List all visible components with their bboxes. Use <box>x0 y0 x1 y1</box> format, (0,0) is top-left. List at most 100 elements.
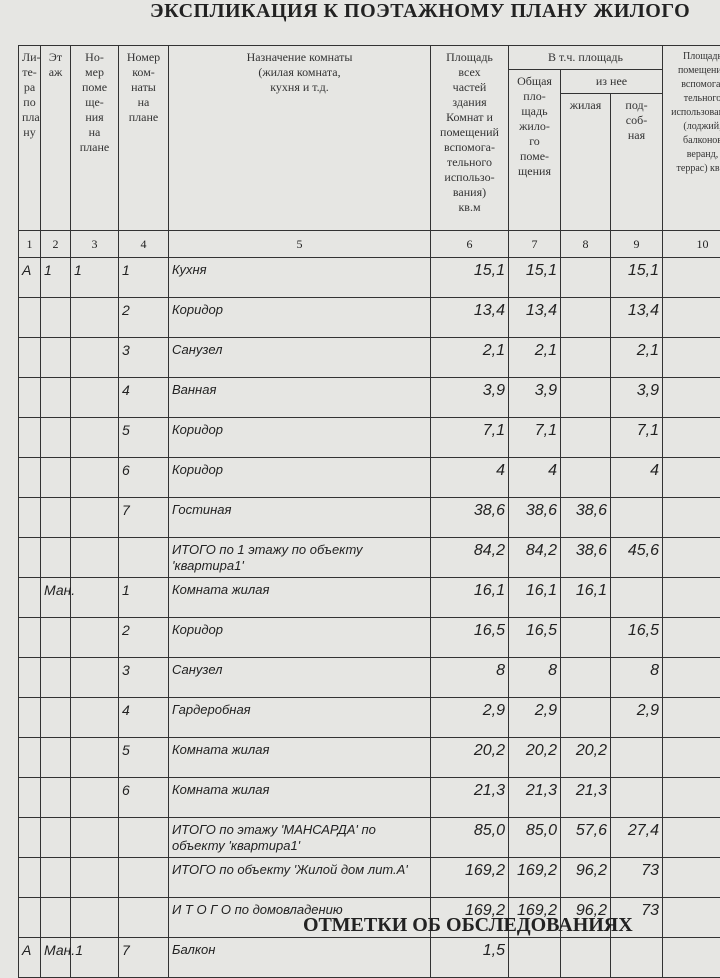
table-cell: 1 <box>119 258 169 298</box>
table-cell: 27,4 <box>611 818 663 858</box>
table-cell <box>41 658 71 698</box>
table-cell: 5 <box>119 418 169 458</box>
table-cell <box>663 378 720 418</box>
table-cell: 4 <box>119 378 169 418</box>
table-cell: 169,2 <box>509 858 561 898</box>
column-header: жилая <box>561 94 611 231</box>
table-cell: 8 <box>431 658 509 698</box>
table-cell <box>19 898 41 938</box>
table-cell: Санузел <box>169 658 431 698</box>
table-cell <box>119 858 169 898</box>
column-header: Номер ком- наты на плане <box>119 46 169 231</box>
table-cell: А <box>19 938 41 978</box>
table-cell <box>561 698 611 738</box>
table-cell <box>611 578 663 618</box>
table-cell: 16,5 <box>431 618 509 658</box>
table-cell: Коридор <box>169 418 431 458</box>
table-cell <box>71 498 119 538</box>
table-cell <box>561 338 611 378</box>
table-cell: ИТОГО по 1 этажу по объекту 'квартира1' <box>169 538 431 578</box>
table-cell <box>41 338 71 378</box>
table-cell <box>19 538 41 578</box>
table-cell <box>41 738 71 778</box>
table-cell <box>561 258 611 298</box>
table-cell <box>119 538 169 578</box>
table-cell: ИТОГО по этажу 'МАНСАРДА' по объекту 'кв… <box>169 818 431 858</box>
table-cell: 16,1 <box>561 578 611 618</box>
table-cell: 85,0 <box>431 818 509 858</box>
table-cell: Ванная <box>169 378 431 418</box>
table-cell: 5 <box>119 738 169 778</box>
table-cell <box>71 738 119 778</box>
table-cell: 4 <box>509 458 561 498</box>
table-cell: 96,2 <box>561 858 611 898</box>
table-cell <box>19 578 41 618</box>
table-cell: 2,9 <box>431 698 509 738</box>
table-cell <box>71 698 119 738</box>
table-cell: 16,1 <box>431 578 509 618</box>
table-cell: 45,6 <box>611 538 663 578</box>
column-number: 1 <box>19 231 41 258</box>
table-cell <box>19 658 41 698</box>
table-cell: 3,9 <box>611 378 663 418</box>
table-cell: Санузел <box>169 338 431 378</box>
table-cell <box>71 858 119 898</box>
table-cell: 21,3 <box>561 778 611 818</box>
table-cell <box>19 698 41 738</box>
table-cell: 1 <box>71 258 119 298</box>
table-cell: ИТОГО по объекту 'Жилой дом лит.А' <box>169 858 431 898</box>
table-cell <box>561 418 611 458</box>
footer-title: ОТМЕТКИ ОБ ОБСЛЕДОВАНИЯХ <box>303 914 633 937</box>
table-cell <box>663 418 720 458</box>
table-cell <box>19 458 41 498</box>
table-cell <box>71 298 119 338</box>
table-cell <box>19 338 41 378</box>
table-cell <box>663 458 720 498</box>
table-cell: 20,2 <box>561 738 611 778</box>
column-number: 6 <box>431 231 509 258</box>
table-cell: Гостиная <box>169 498 431 538</box>
table-cell: 8 <box>611 658 663 698</box>
table-cell <box>19 498 41 538</box>
table-cell: 3 <box>119 338 169 378</box>
column-header: Эт аж <box>41 46 71 231</box>
table-cell: 7 <box>119 938 169 978</box>
table-cell <box>561 658 611 698</box>
table-cell <box>71 898 119 938</box>
table-cell <box>19 818 41 858</box>
table-cell: Ман. <box>41 578 71 618</box>
table-cell <box>561 378 611 418</box>
document-title: ЭКСПЛИКАЦИЯ К ПОЭТАЖНОМУ ПЛАНУ ЖИЛОГО <box>150 0 720 23</box>
table-cell <box>611 778 663 818</box>
table-cell: 15,1 <box>611 258 663 298</box>
table-cell: 15,1 <box>509 258 561 298</box>
table-cell: Гардеробная <box>169 698 431 738</box>
table-cell <box>71 458 119 498</box>
table-cell <box>663 498 720 538</box>
table-cell: 7,1 <box>509 418 561 458</box>
table-cell: 2,1 <box>611 338 663 378</box>
table-cell <box>41 538 71 578</box>
table-cell: А <box>19 258 41 298</box>
table-cell: 7 <box>119 498 169 538</box>
table-cell: 6 <box>119 458 169 498</box>
table-cell: 3 <box>119 658 169 698</box>
table-cell <box>71 418 119 458</box>
table-cell: 1 <box>41 258 71 298</box>
table-cell: 2 <box>119 298 169 338</box>
column-number: 4 <box>119 231 169 258</box>
table-cell: 4 <box>431 458 509 498</box>
table-cell: 169,2 <box>431 858 509 898</box>
table-cell: 38,6 <box>561 538 611 578</box>
table-cell <box>71 618 119 658</box>
